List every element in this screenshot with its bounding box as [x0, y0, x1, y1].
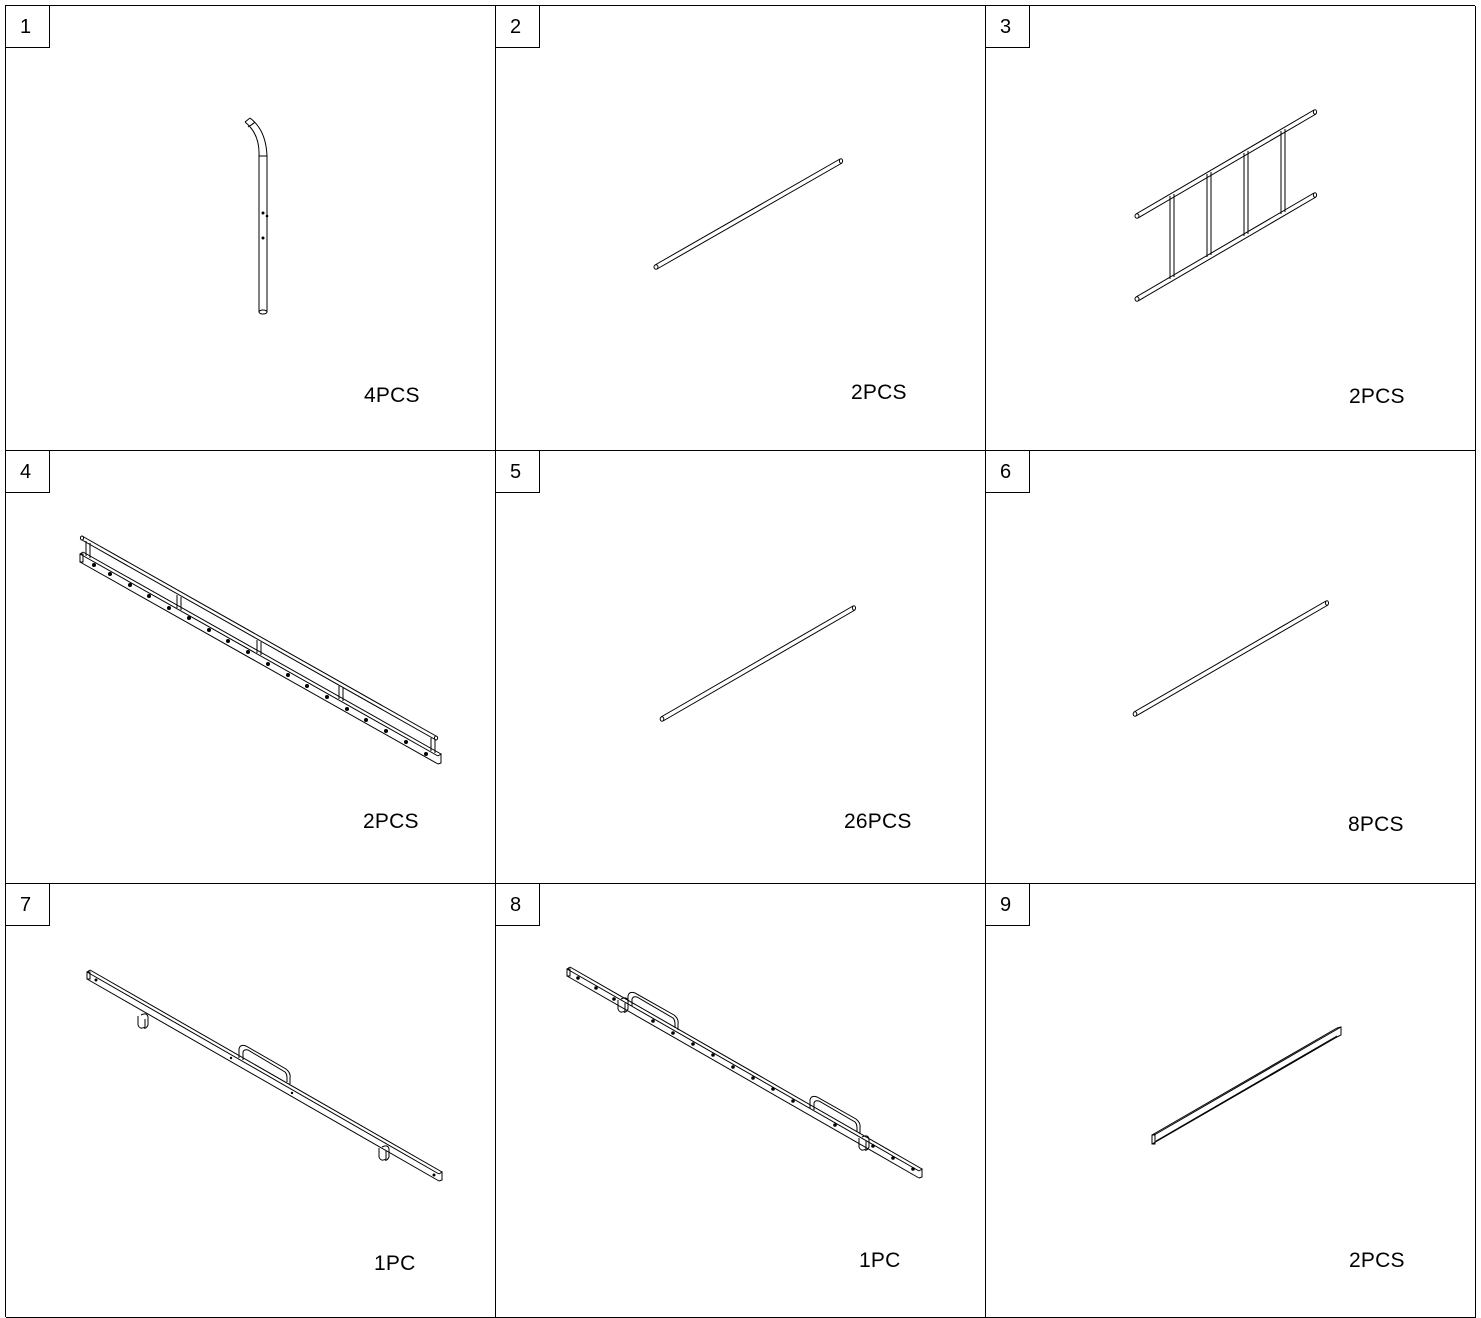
part-cell-7: 7	[6, 884, 496, 1318]
part-number: 4	[6, 451, 50, 493]
drilled-center-rail-icon	[496, 884, 986, 1318]
part-number: 2	[496, 6, 540, 48]
quantity-label: 2PCS	[363, 810, 419, 833]
part-cell-4: 4	[6, 451, 496, 884]
part-number: 5	[496, 451, 540, 493]
long-round-tube-icon	[496, 6, 986, 451]
part-number: 1	[6, 6, 50, 48]
parts-grid: 1 4PCS 2	[5, 5, 1476, 1318]
part-number: 7	[6, 884, 50, 926]
quantity-label: 26PCS	[844, 810, 912, 833]
part-number: 3	[986, 6, 1030, 48]
quantity-label: 2PCS	[1349, 1249, 1405, 1272]
part-number: 9	[986, 884, 1030, 926]
center-rail-with-handle-icon	[6, 884, 496, 1318]
short-tube-icon	[986, 451, 1476, 884]
part-cell-3: 3	[986, 6, 1476, 451]
quantity-label: 2PCS	[851, 381, 907, 404]
curved-upright-post-icon	[6, 6, 496, 451]
part-cell-6: 6 8PCS	[986, 451, 1476, 884]
part-cell-8: 8	[496, 884, 986, 1318]
quantity-label: 2PCS	[1349, 385, 1405, 408]
part-number: 8	[496, 884, 540, 926]
ladder-end-frame-icon	[986, 6, 1476, 451]
quantity-label: 8PCS	[1348, 813, 1404, 836]
part-cell-1: 1 4PCS	[6, 6, 496, 451]
quantity-label: 1PC	[374, 1252, 416, 1275]
part-number: 6	[986, 451, 1030, 493]
square-bar-icon	[986, 884, 1476, 1318]
part-cell-2: 2 2PCS	[496, 6, 986, 451]
quantity-label: 4PCS	[364, 384, 420, 407]
slat-tube-icon	[496, 451, 986, 884]
quantity-label: 1PC	[859, 1249, 901, 1272]
double-rail-side-frame-icon	[6, 451, 496, 884]
part-cell-9: 9 2PCS	[986, 884, 1476, 1318]
part-cell-5: 5 26PCS	[496, 451, 986, 884]
